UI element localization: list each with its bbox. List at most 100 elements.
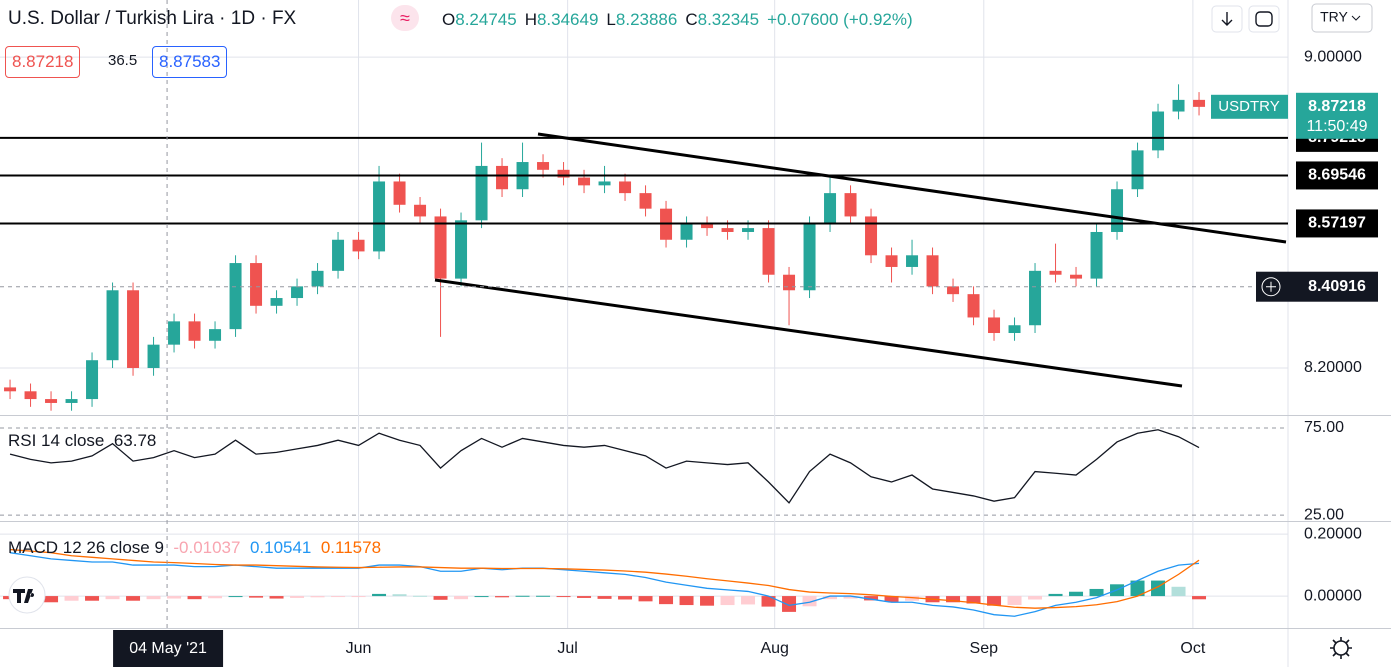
candle-body <box>844 193 857 217</box>
histogram-bar <box>761 596 776 607</box>
histogram-bar <box>905 596 920 601</box>
crosshair-date: 04 May '21 <box>129 640 207 657</box>
histogram-value: -0.01037 <box>173 538 241 557</box>
histogram-bar <box>310 596 325 598</box>
settings-icon[interactable] <box>1330 637 1352 659</box>
macd-line <box>9 552 1200 617</box>
candle-body <box>824 193 837 225</box>
candle-body <box>1193 99 1206 107</box>
rsi-legend: RSI 14 close 63.78 <box>8 431 156 451</box>
ohlc-label: O <box>442 10 456 29</box>
ohlc-label: L <box>606 10 616 29</box>
square-icon <box>1255 11 1273 27</box>
candle-body <box>127 290 140 368</box>
candle-body <box>45 399 58 403</box>
candle-body <box>188 321 201 341</box>
candle-body <box>475 165 488 221</box>
candle-body <box>209 329 222 341</box>
level-label-box <box>1296 209 1378 238</box>
histogram-bar <box>187 596 202 600</box>
add-icon <box>1261 277 1281 297</box>
marks <box>3 84 1207 617</box>
candle-body <box>701 224 714 229</box>
histogram-bar <box>167 596 182 599</box>
histogram-bar <box>1089 588 1104 597</box>
macd-value: 0.10541 <box>249 538 312 557</box>
histogram-bar <box>208 596 223 599</box>
candle-body <box>947 286 960 295</box>
candle-body <box>1049 270 1062 275</box>
down-icon <box>1221 12 1233 26</box>
candle-body <box>926 255 939 287</box>
change: +0.07600 (+0.92%) <box>767 10 913 29</box>
candle-body <box>762 228 775 275</box>
last-price-box <box>1296 92 1378 139</box>
histogram-bar <box>700 596 715 606</box>
market-icon: ≈ <box>391 5 419 31</box>
macd-legend: MACD 12 26 close 9 -0.01037 0.10541 0.11… <box>8 538 381 558</box>
currency-button[interactable] <box>1311 3 1373 33</box>
candle-body <box>680 224 693 240</box>
candle-body <box>168 321 181 345</box>
candle-body <box>1111 189 1124 232</box>
candle-body <box>906 255 919 267</box>
rsi-value: 63.78 <box>113 431 157 450</box>
buy-button[interactable]: 8.87583 <box>152 46 228 78</box>
histogram-bar <box>146 596 161 600</box>
histogram-bar <box>659 596 674 605</box>
ohlc-value: 8.32345 <box>697 10 760 29</box>
histogram-bar <box>1028 596 1043 600</box>
candle-body <box>352 239 365 252</box>
candle-body <box>291 286 304 299</box>
grid: Jun Jul Aug Sep Oct 9.00000 8.20000 75.00 25.00 0… <box>0 0 1362 657</box>
crosshair-price-box <box>1256 271 1378 302</box>
x-tick-label: Oct <box>1180 640 1205 657</box>
y-tick-label: 25.00 <box>1304 506 1344 523</box>
candle-body <box>742 228 755 232</box>
histogram-bar <box>1130 580 1145 597</box>
symbol-title: U.S. Dollar / Turkish Lira · 1D · FX <box>8 8 297 29</box>
ohlc-label: C <box>685 10 698 29</box>
symbol-label: USDTRY <box>1218 98 1279 115</box>
histogram-bar <box>433 596 448 600</box>
histogram-bar <box>392 594 407 597</box>
histogram-bar <box>536 595 551 597</box>
candle-body <box>865 216 878 256</box>
histogram-bar <box>884 596 899 602</box>
fullscreen-button[interactable] <box>1248 5 1280 33</box>
candle-body <box>557 169 570 178</box>
histogram-bar <box>495 596 510 598</box>
x-tick-label: Jun <box>346 640 372 657</box>
candle-body <box>373 181 386 252</box>
histogram-bar <box>556 596 571 598</box>
histogram-bar <box>454 596 469 600</box>
candle-body <box>619 181 632 194</box>
trend-line <box>434 278 1183 388</box>
histogram-bar <box>638 596 653 602</box>
candle-body <box>721 228 734 232</box>
countdown: 11:50:49 <box>1306 118 1367 135</box>
candle-body <box>393 181 406 205</box>
x-tick-label: Sep <box>970 640 999 657</box>
sell-button[interactable]: 8.87218 <box>5 46 81 78</box>
histogram-bar <box>987 596 1002 606</box>
histogram-bar <box>64 596 79 601</box>
histogram-bar <box>228 596 243 598</box>
candle-body <box>229 263 242 330</box>
candle-body <box>496 165 509 190</box>
candle-body <box>434 216 447 279</box>
histogram-bar <box>843 596 858 599</box>
level-label: 8.69546 <box>1308 167 1366 184</box>
histogram-bar <box>1171 586 1186 597</box>
candle-body <box>537 162 550 170</box>
ohlc-label: H <box>524 10 537 29</box>
macd-name: MACD 12 26 close 9 <box>8 538 164 557</box>
y-tick-label: 75.00 <box>1304 419 1344 436</box>
x-tick-label: Aug <box>760 640 788 657</box>
candle-body <box>1008 325 1021 334</box>
y-tick-label: 8.20000 <box>1304 359 1362 376</box>
ohlc-value: 8.23886 <box>615 10 678 29</box>
histogram-bar <box>966 596 981 604</box>
histogram-bar <box>290 596 305 598</box>
